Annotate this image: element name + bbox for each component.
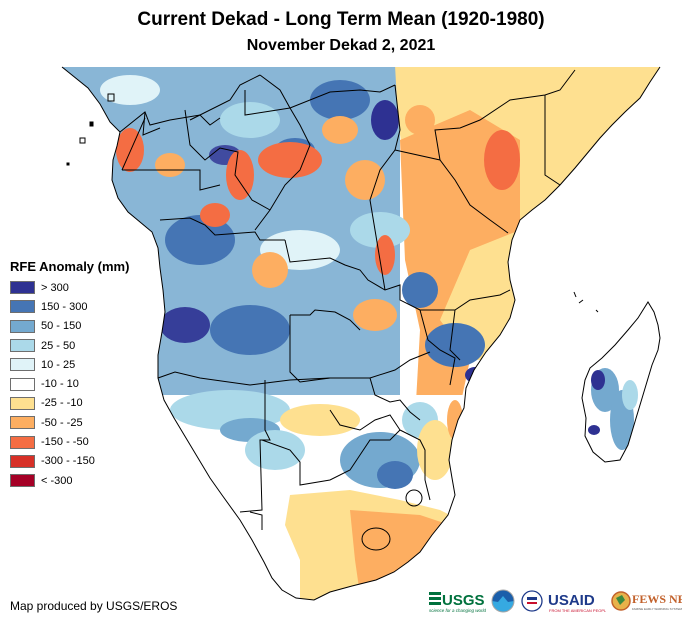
legend-swatch	[10, 319, 35, 333]
legend-item: > 300	[10, 278, 129, 297]
usgs-logo: USGS science for a changing world	[429, 592, 486, 613]
legend-label: -150 - -50	[41, 436, 89, 449]
legend-swatch	[10, 474, 35, 488]
islands	[66, 93, 599, 313]
legend-label: 25 - 50	[41, 339, 76, 352]
svg-text:science for a changing world: science for a changing world	[429, 608, 486, 613]
legend-swatch	[10, 339, 35, 353]
fewsnet-logo: FEWS NET FAMINE EARLY WARNING SYSTEMS NE…	[611, 591, 682, 611]
country-borders	[119, 69, 576, 551]
legend-title: RFE Anomaly (mm)	[10, 259, 130, 274]
anomaly-field-mainland	[62, 67, 660, 600]
svg-text:USAID: USAID	[548, 592, 595, 609]
legend-item: -150 - -50	[10, 432, 129, 451]
legend-label: > 300	[41, 281, 69, 294]
map-credit: Map produced by USGS/EROS	[10, 599, 178, 613]
legend-label: 150 - 300	[41, 300, 88, 313]
map-title: Current Dekad - Long Term Mean (1920-198…	[137, 9, 545, 30]
usaid-seal-icon	[521, 590, 543, 612]
rainfall-anomaly-map	[61, 66, 661, 601]
legend-swatch	[10, 435, 35, 449]
svg-text:FEWS NET: FEWS NET	[632, 592, 682, 606]
legend-swatch	[10, 396, 35, 410]
legend-item: -300 - -150	[10, 452, 129, 471]
legend-swatch	[10, 300, 35, 314]
svg-text:FAMINE EARLY WARNING SYSTEMS N: FAMINE EARLY WARNING SYSTEMS NETWORK	[632, 607, 682, 611]
madagascar	[581, 301, 661, 463]
legend-swatch	[10, 454, 35, 468]
partner-logos: USGS science for a changing world USAID …	[428, 586, 682, 616]
legend-item: 10 - 25	[10, 355, 129, 374]
legend-label: -10 - 10	[41, 378, 79, 391]
legend-label: < -300	[41, 474, 73, 487]
legend-label: 50 - 150	[41, 320, 82, 333]
legend-item: 25 - 50	[10, 336, 129, 355]
legend-label: -50 - -25	[41, 416, 83, 429]
legend-item: -25 - -10	[10, 394, 129, 413]
map-subtitle: November Dekad 2, 2021	[246, 37, 436, 54]
legend-label: -25 - -10	[41, 397, 83, 410]
svg-text:FROM THE AMERICAN PEOPLE: FROM THE AMERICAN PEOPLE	[549, 608, 606, 613]
legend-item: -10 - 10	[10, 374, 129, 393]
legend-label: 10 - 25	[41, 358, 76, 371]
legend-item: 50 - 150	[10, 317, 129, 336]
usaid-logo: USAID FROM THE AMERICAN PEOPLE	[548, 592, 606, 613]
legend-swatch	[10, 281, 35, 295]
coastline	[61, 66, 661, 601]
legend-swatch	[10, 358, 35, 372]
legend-item: 150 - 300	[10, 297, 129, 316]
noaa-logo	[491, 589, 515, 613]
svg-text:USGS: USGS	[442, 592, 485, 609]
legend-swatch	[10, 416, 35, 430]
legend-item: < -300	[10, 471, 129, 490]
legend: RFE Anomaly (mm) > 300 150 - 300 50 - 150 2…	[10, 259, 129, 490]
legend-item: -50 - -25	[10, 413, 129, 432]
legend-swatch	[10, 377, 35, 391]
legend-label: -300 - -150	[41, 455, 95, 468]
